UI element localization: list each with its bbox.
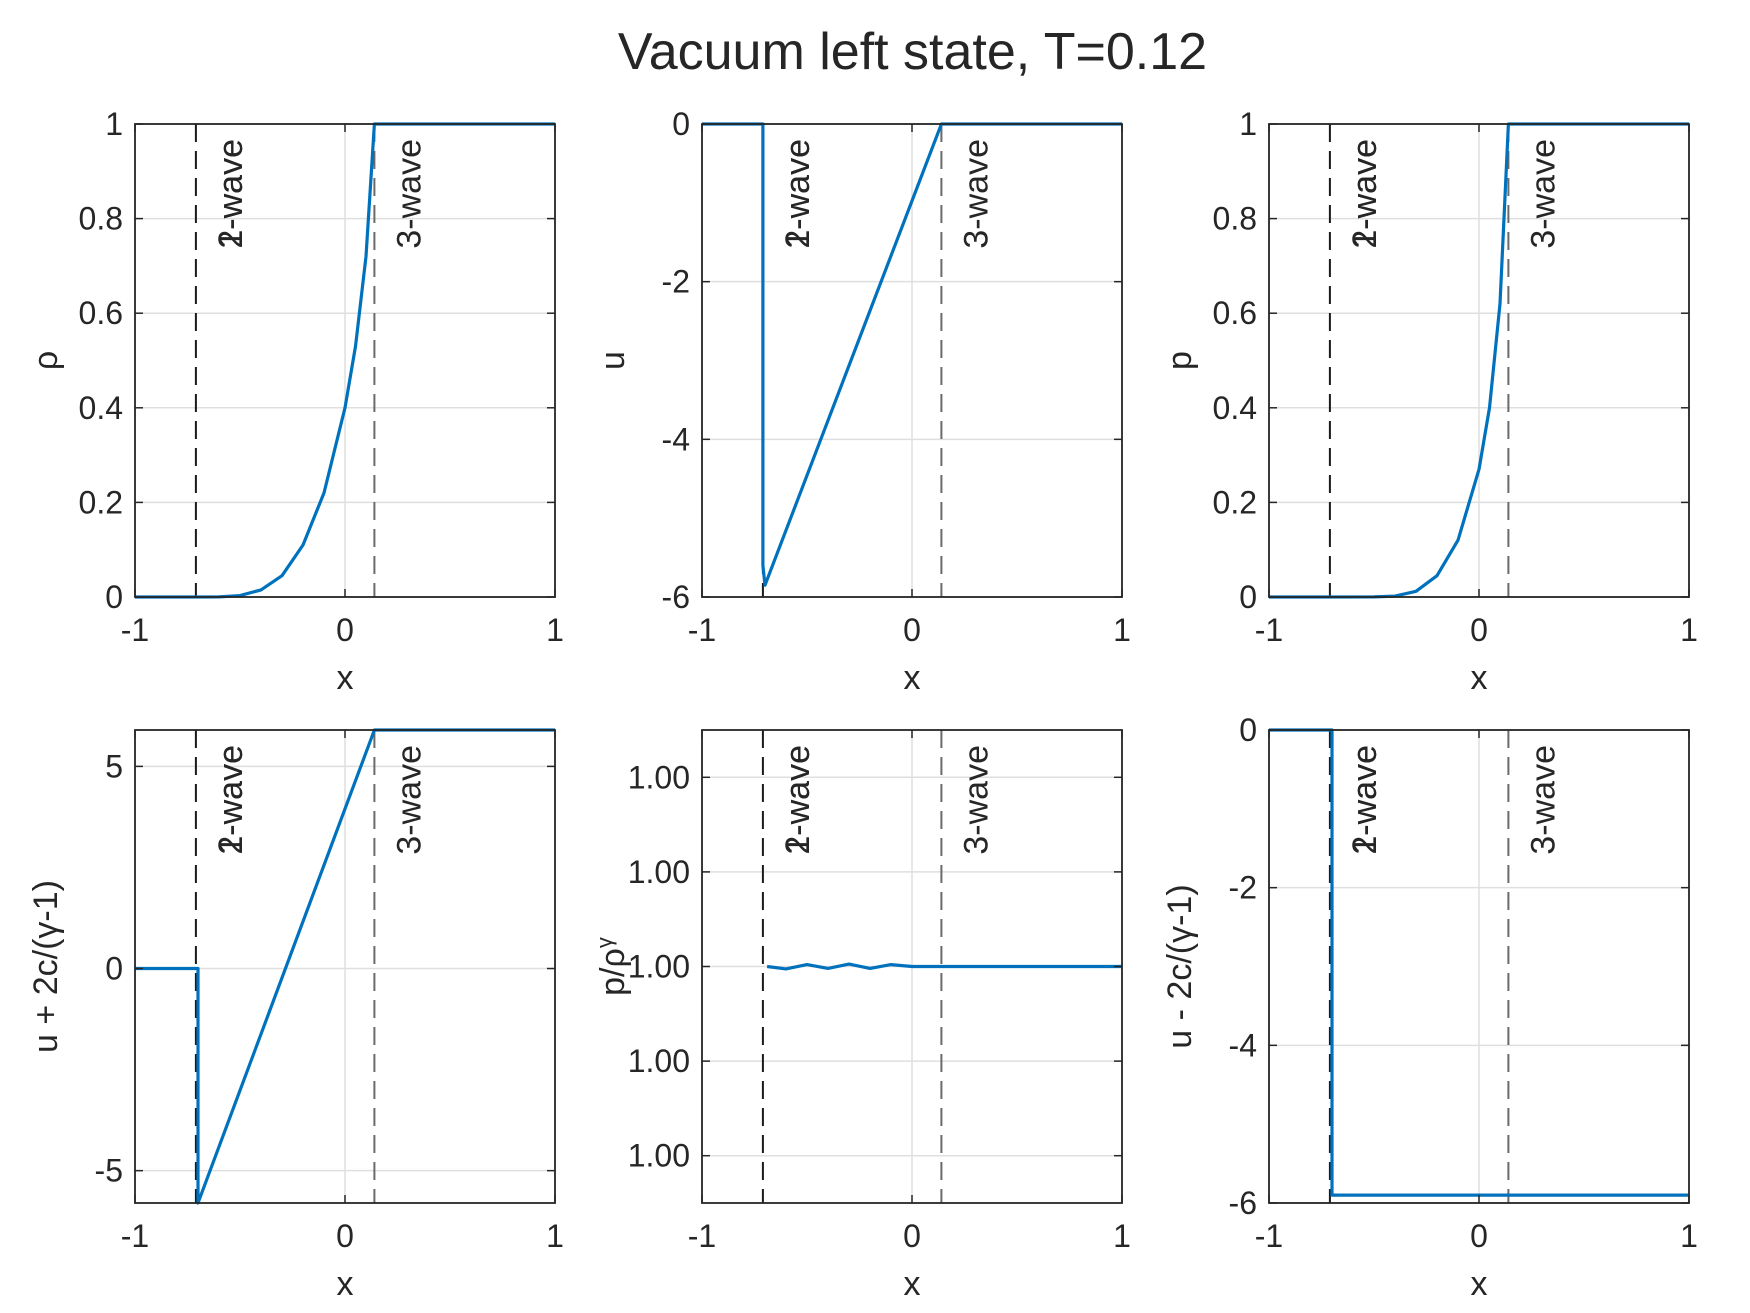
y-axis-label: p (1161, 351, 1199, 370)
y-tick-label: 0 (1239, 712, 1257, 748)
wave-label: 2-wave (779, 745, 817, 855)
x-tick-label: 1 (1680, 1218, 1698, 1254)
wave-label: 2-wave (212, 745, 250, 855)
x-tick-label: 0 (336, 1218, 354, 1254)
wave-label: 3-wave (957, 745, 995, 855)
y-tick-label: 0 (1239, 579, 1257, 615)
x-tick-label: 0 (336, 612, 354, 648)
y-tick-label: 1 (1239, 106, 1257, 142)
wave-label: 1-wave (1346, 745, 1384, 855)
x-tick-label: -1 (1255, 1218, 1283, 1254)
x-tick-label: -1 (121, 1218, 149, 1254)
x-tick-label: -1 (688, 1218, 716, 1254)
x-axis-label: x (1471, 659, 1488, 697)
y-axis-label: ρ (27, 351, 65, 370)
y-tick-label: 1.00 (628, 1138, 690, 1174)
y-tick-label: 1.00 (628, 949, 690, 985)
x-axis-label: x (904, 659, 921, 697)
y-tick-label: 1.00 (628, 854, 690, 890)
x-tick-label: 0 (1470, 612, 1488, 648)
x-tick-label: -1 (688, 612, 716, 648)
y-tick-label: 0.2 (79, 484, 123, 520)
x-axis-label: x (904, 1265, 921, 1303)
wave-label: 1-wave (1346, 139, 1384, 249)
x-tick-label: -1 (1255, 612, 1283, 648)
y-tick-label: -2 (1229, 870, 1257, 906)
x-tick-label: 1 (1680, 612, 1698, 648)
x-tick-label: 0 (903, 612, 921, 648)
y-axis-label: u + 2c/(γ-1) (27, 880, 65, 1053)
wave-label: 2-wave (1346, 745, 1384, 855)
y-axis-label: u - 2c/(γ-1) (1161, 884, 1199, 1048)
x-axis-label: x (337, 1265, 354, 1303)
x-tick-label: 1 (1113, 1218, 1131, 1254)
y-tick-label: -4 (662, 421, 690, 457)
y-tick-label: 0.2 (1213, 484, 1257, 520)
y-tick-label: 0 (105, 951, 123, 987)
y-axis-label: u (594, 351, 632, 370)
wave-label: 1-wave (212, 745, 250, 855)
wave-label: 3-wave (1524, 139, 1562, 249)
y-tick-label: 0.6 (79, 295, 123, 331)
wave-label: 1-wave (212, 139, 250, 249)
y-tick-label: 0.4 (79, 390, 123, 426)
wave-label: 2-wave (212, 139, 250, 249)
y-axis-label: p/ργ (592, 937, 632, 996)
y-tick-label: -4 (1229, 1027, 1257, 1063)
x-axis-label: x (337, 659, 354, 697)
wave-label: 2-wave (779, 139, 817, 249)
x-tick-label: 1 (546, 1218, 564, 1254)
y-tick-label: 1.00 (628, 759, 690, 795)
y-tick-label: -2 (662, 264, 690, 300)
y-tick-label: -6 (662, 579, 690, 615)
y-tick-label: 5 (105, 748, 123, 784)
page-title: Vacuum left state, T=0.12 (617, 23, 1208, 81)
wave-label: 3-wave (1524, 745, 1562, 855)
x-tick-label: 0 (1470, 1218, 1488, 1254)
wave-label: 1-wave (779, 745, 817, 855)
y-tick-label: 0 (105, 579, 123, 615)
y-tick-label: 1.00 (628, 1043, 690, 1079)
wave-label: 1-wave (779, 139, 817, 249)
x-tick-label: 1 (546, 612, 564, 648)
x-tick-label: 1 (1113, 612, 1131, 648)
wave-label: 2-wave (1346, 139, 1384, 249)
y-tick-label: -5 (95, 1153, 123, 1189)
x-tick-label: -1 (121, 612, 149, 648)
x-tick-label: 0 (903, 1218, 921, 1254)
wave-label: 3-wave (390, 745, 428, 855)
wave-label: 3-wave (390, 139, 428, 249)
y-tick-label: 0 (672, 106, 690, 142)
y-tick-label: 0.8 (1213, 201, 1257, 237)
data-line (766, 962, 1122, 971)
wave-label: 3-wave (957, 139, 995, 249)
y-tick-label: 0.6 (1213, 295, 1257, 331)
y-tick-label: 0.8 (79, 201, 123, 237)
x-axis-label: x (1471, 1265, 1488, 1303)
y-tick-label: 0.4 (1213, 390, 1257, 426)
y-tick-label: 1 (105, 106, 123, 142)
y-tick-label: -6 (1229, 1185, 1257, 1221)
